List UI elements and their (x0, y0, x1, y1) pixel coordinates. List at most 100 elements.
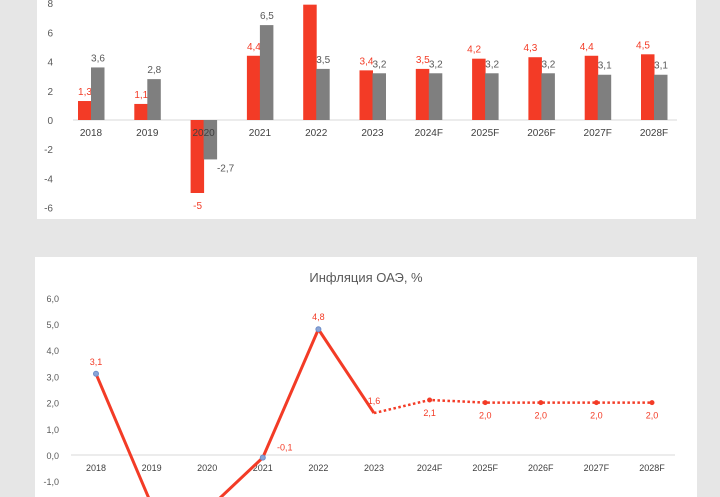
data-label: -5 (193, 201, 202, 212)
data-label: 3,1 (90, 357, 103, 367)
bar-series-gray (91, 67, 105, 120)
data-label: 1,3 (78, 87, 92, 98)
data-label: 3,4 (360, 56, 374, 67)
data-label: 4,3 (523, 43, 537, 54)
data-point (649, 400, 655, 406)
x-tick-label: 2023 (361, 128, 384, 139)
y-tick-label: 0 (47, 116, 53, 127)
x-tick-label: 2026F (528, 463, 554, 473)
y-tick-label: 5,0 (46, 320, 59, 330)
x-tick-label: 2023 (364, 463, 384, 473)
gdp-bar-chart-panel: -6 -4 -2 0 2 4 6 8 1,3 3,6 2018 1,1 2,8 2019 -5 -2,7 202… (37, 0, 696, 219)
x-tick-label: 2021 (253, 463, 273, 473)
bar-series-gray (203, 120, 218, 160)
data-label: 4,4 (580, 42, 594, 53)
bar-series-gray (597, 74, 612, 120)
bar-series-red (134, 103, 148, 120)
bar-series-gray (541, 73, 555, 120)
x-tick-label: 2020 (197, 463, 217, 473)
data-label: 3,2 (541, 59, 555, 70)
bar-series-red (359, 70, 373, 120)
y-tick-label: -1,0 (43, 477, 59, 487)
y-tick-label: 6 (47, 28, 53, 39)
line-chart: Инфляция ОАЭ, % -1,0 0,0 1,0 2,0 3,0 4,0 5,0 6,0… (43, 270, 675, 497)
data-label: 2,0 (646, 411, 659, 421)
bar-chart: -6 -4 -2 0 2 4 6 8 1,3 3,6 2018 1,1 2,8 2019 -5 -2,7 202… (44, 0, 677, 215)
bar-series-red (641, 54, 655, 120)
data-label: 3,2 (429, 59, 443, 70)
data-point (593, 400, 599, 406)
data-label: 1,1 (134, 90, 148, 101)
x-tick-label: 2019 (136, 128, 159, 139)
bar-series-red (78, 101, 92, 120)
data-point (427, 397, 433, 403)
x-tick-label: 2025F (471, 128, 499, 139)
x-tick-label: 2020 (192, 128, 215, 139)
data-point (259, 454, 266, 461)
data-label: 3,5 (416, 55, 430, 66)
data-label: 6,5 (260, 11, 274, 22)
data-label: 2,8 (147, 65, 161, 76)
data-label: 3,2 (485, 59, 499, 70)
y-tick-label: 6,0 (46, 294, 59, 304)
y-tick-label: 2 (47, 87, 53, 98)
data-label: 3,1 (654, 61, 668, 72)
bar-series-gray (485, 73, 499, 120)
data-label: 4,5 (636, 40, 650, 51)
bar-series-red (246, 55, 261, 121)
bar-series-red (528, 57, 542, 120)
x-tick-label: 2019 (142, 463, 162, 473)
y-tick-label: 1,0 (46, 425, 59, 435)
x-tick-label: 2028F (640, 128, 668, 139)
bar-series-red (303, 4, 317, 120)
data-label: 3,2 (373, 59, 387, 70)
y-tick-label: -4 (44, 174, 53, 185)
y-tick-label: 4 (47, 58, 53, 69)
bar-series-gray (259, 25, 274, 121)
x-tick-label: 2018 (86, 463, 106, 473)
data-label: 1,6 (368, 396, 381, 406)
data-label: 4,8 (312, 312, 325, 322)
y-tick-label: 4,0 (46, 346, 59, 356)
x-tick-label: 2024F (415, 128, 443, 139)
data-label: 2,0 (535, 411, 548, 421)
bar-series-gray (654, 74, 668, 120)
x-tick-label: 2027F (584, 463, 610, 473)
x-tick-label: 2018 (80, 128, 103, 139)
data-label: 2,0 (590, 411, 603, 421)
data-label: -0,1 (277, 443, 293, 453)
bar-series-gray (147, 79, 161, 120)
inflation-line-chart-panel: Инфляция ОАЭ, % -1,0 0,0 1,0 2,0 3,0 4,0 5,0 6,0… (35, 257, 697, 497)
bar-series-red (415, 68, 430, 120)
x-tick-label: 2022 (305, 128, 328, 139)
y-tick-label: -2 (44, 145, 53, 156)
inflation-line-actual (94, 327, 376, 497)
data-label: 2,0 (479, 411, 492, 421)
data-label: -2,7 (217, 163, 235, 174)
y-tick-label: 0,0 (46, 451, 59, 461)
bar-series-gray (428, 73, 443, 120)
x-tick-label: 2022 (308, 463, 328, 473)
data-label: 3,5 (316, 55, 330, 66)
data-label: 4,2 (467, 45, 481, 56)
data-label: 3,6 (91, 53, 105, 64)
x-tick-label: 2024F (417, 463, 443, 473)
bar-series-gray (372, 73, 386, 120)
inflation-line-forecast (373, 398, 652, 415)
x-tick-label: 2026F (527, 128, 555, 139)
x-tick-label: 2027F (584, 128, 612, 139)
y-tick-label: 2,0 (46, 399, 59, 409)
x-tick-label: 2025F (472, 463, 498, 473)
bar-series-red (584, 55, 599, 121)
data-point (482, 400, 488, 406)
chart-title: Инфляция ОАЭ, % (309, 270, 423, 285)
bar-series-red (472, 58, 486, 120)
data-point (315, 326, 322, 333)
data-point (538, 400, 544, 406)
data-point (93, 370, 99, 377)
y-tick-label: -6 (44, 204, 53, 215)
data-label: 2,1 (423, 408, 436, 418)
y-tick-label: 3,0 (46, 372, 59, 382)
y-tick-label: 8 (47, 0, 53, 10)
x-tick-label: 2021 (249, 128, 272, 139)
